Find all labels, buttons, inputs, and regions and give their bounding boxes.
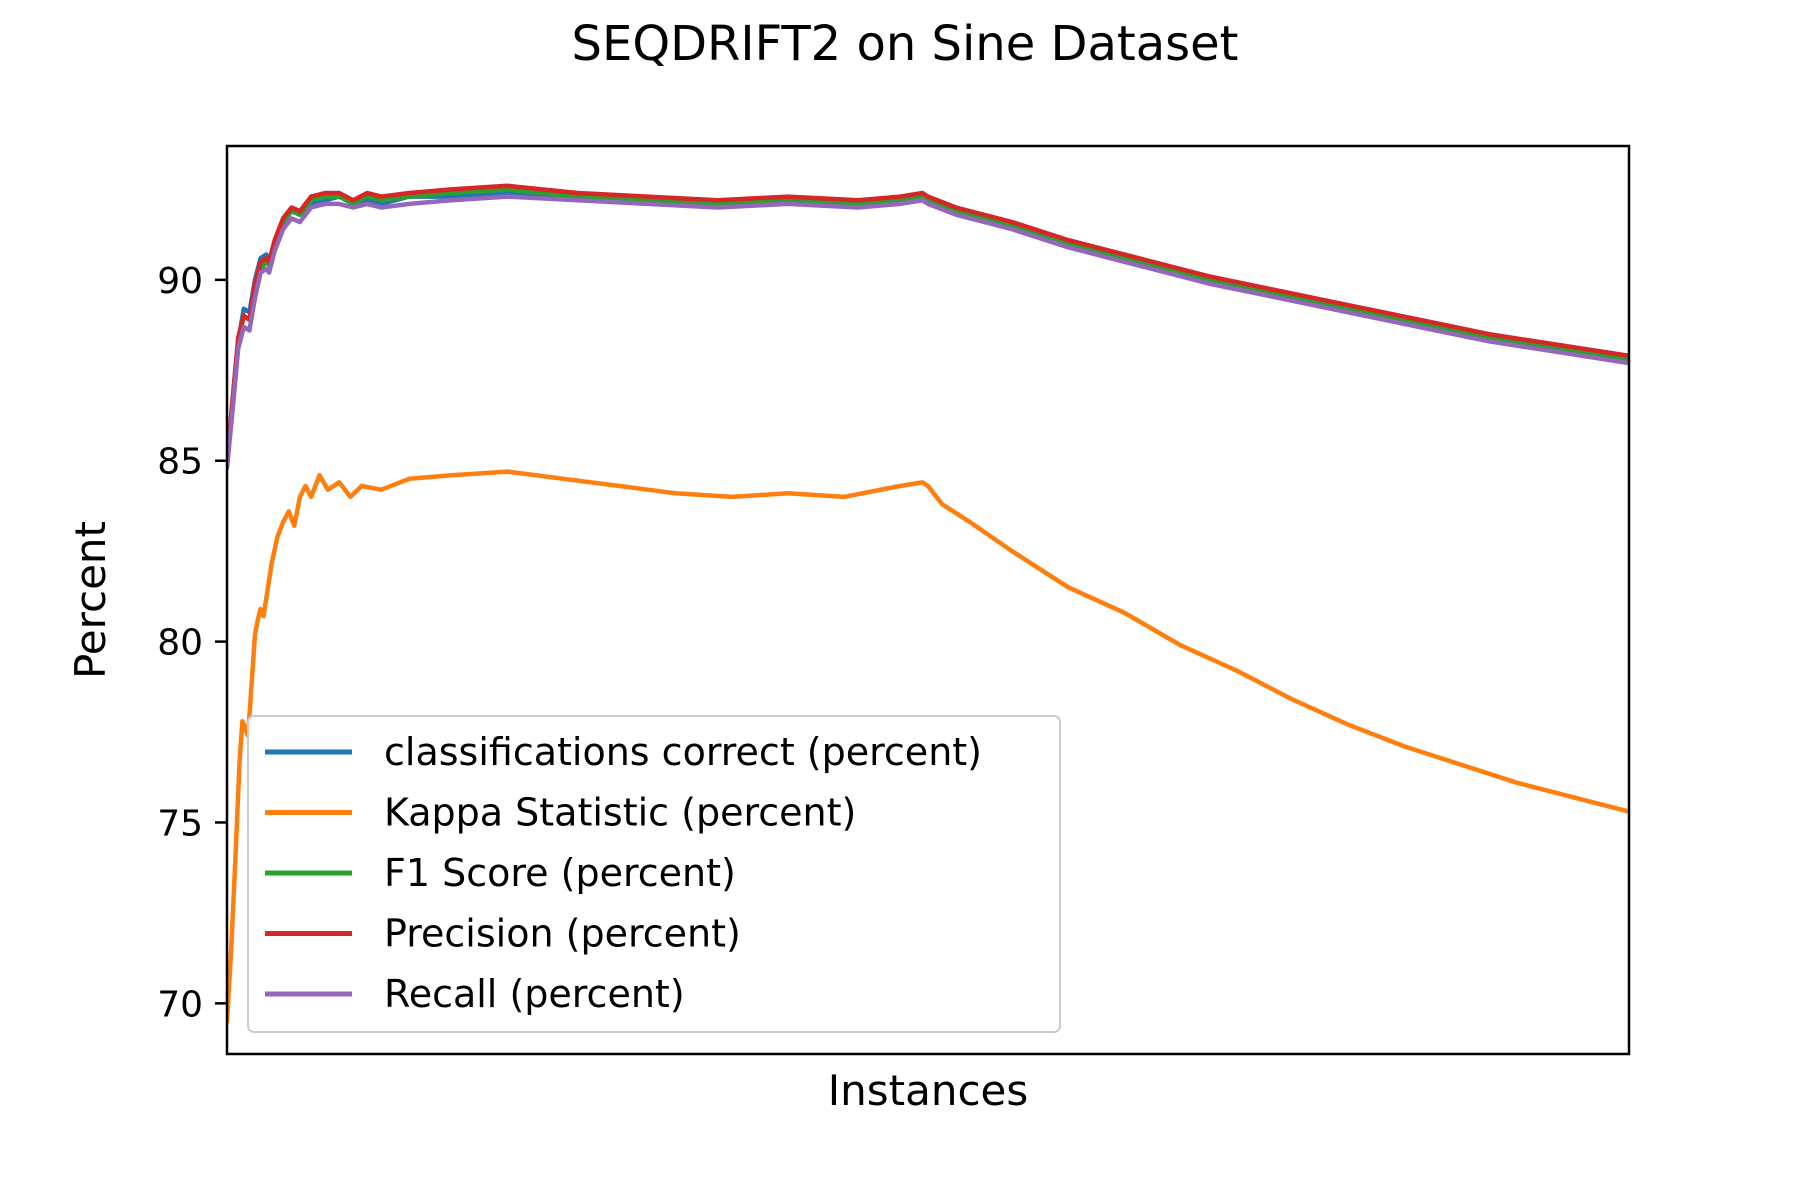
x-axis-label: Instances [828,1066,1029,1115]
legend-label-5: Recall (percent) [384,972,685,1016]
series-line-4 [227,183,1629,463]
series-line-5 [227,194,1629,471]
legend-label-4: Precision (percent) [384,912,741,956]
series-line-3 [227,187,1629,463]
y-axis-ticks: 70 75 80 85 90 [157,261,227,1025]
legend-label-1: classifications correct (percent) [384,730,982,774]
legend-box [247,715,1061,1033]
series-line-2 [227,469,1629,1024]
y-tick-label: 70 [157,984,203,1025]
y-tick-label: 75 [157,803,203,844]
plot-area [225,144,1631,1056]
legend-items: classifications correct (percent) Kappa S… [265,730,982,1016]
legend-label-3: F1 Score (percent) [384,851,736,895]
legend: classifications correct (percent) Kappa S… [247,715,1061,1033]
chart-title: SEQDRIFT2 on Sine Dataset [572,16,1239,72]
y-tick-label: 90 [157,261,203,302]
y-tick-label: 85 [157,442,203,483]
series-lines [227,183,1629,1024]
y-axis-label: Percent [66,521,115,679]
legend-label-2: Kappa Statistic (percent) [384,791,856,835]
plot-frame [225,144,1631,1056]
y-tick-label: 80 [157,623,203,664]
